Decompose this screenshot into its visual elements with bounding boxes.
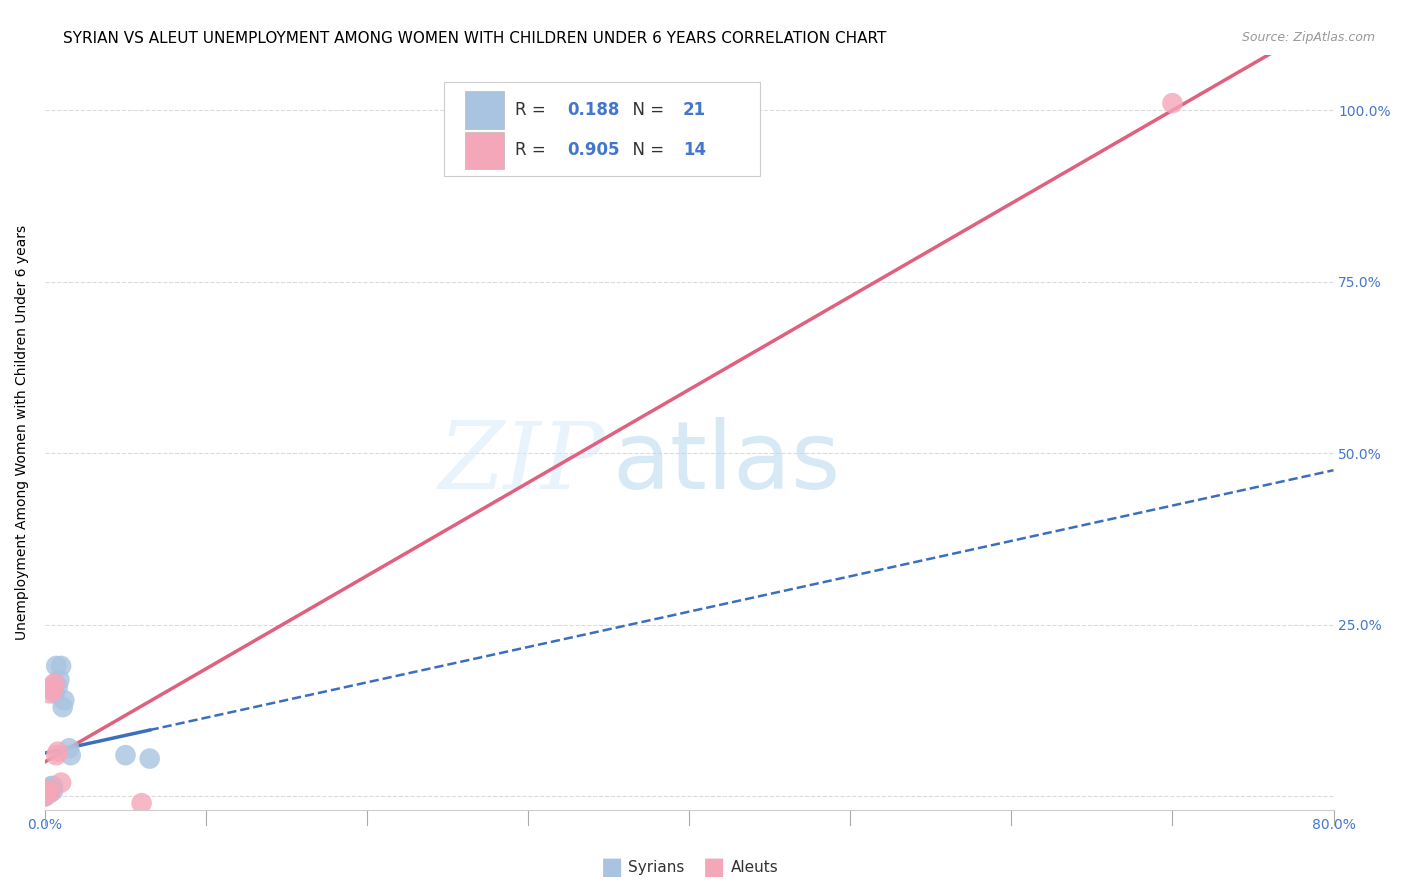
Text: 21: 21 [683, 101, 706, 119]
Point [45, 659, 67, 673]
Point [44, 676, 66, 690]
Point [34, 786, 56, 800]
Text: atlas: atlas [612, 417, 841, 508]
Text: ZIP: ZIP [439, 417, 606, 508]
Point [34, 789, 56, 804]
Point [38, 784, 60, 798]
Point [58, 741, 80, 756]
Point [52, 700, 75, 714]
Text: SYRIAN VS ALEUT UNEMPLOYMENT AMONG WOMEN WITH CHILDREN UNDER 6 YEARS CORRELATION: SYRIAN VS ALEUT UNEMPLOYMENT AMONG WOMEN… [63, 31, 887, 46]
Point [41, 680, 63, 694]
Point [46, 680, 69, 694]
Point [38, 786, 60, 800]
Point [49, 775, 72, 789]
FancyBboxPatch shape [465, 91, 503, 128]
FancyBboxPatch shape [444, 81, 761, 176]
Point [34, 782, 56, 797]
Point [45, 748, 67, 763]
Text: Aleuts: Aleuts [731, 860, 779, 874]
Point [44, 686, 66, 700]
Point [35, 787, 58, 801]
Point [38, 686, 60, 700]
Text: Source: ZipAtlas.com: Source: ZipAtlas.com [1241, 31, 1375, 45]
Point [1161, 96, 1184, 111]
Point [49, 659, 72, 673]
Text: R =: R = [515, 142, 551, 160]
Text: Syrians: Syrians [628, 860, 685, 874]
Text: N =: N = [623, 101, 669, 119]
Point [48, 673, 70, 687]
Point [53, 693, 76, 707]
Point [46, 745, 69, 759]
Text: N =: N = [623, 142, 669, 160]
Text: 0.905: 0.905 [567, 142, 619, 160]
Text: ■: ■ [703, 855, 725, 879]
Point [42, 779, 65, 793]
Point [37, 786, 59, 800]
Point [34, 788, 56, 802]
Text: 0.188: 0.188 [567, 101, 619, 119]
Text: ■: ■ [600, 855, 623, 879]
Point [131, 796, 153, 810]
Point [41, 779, 63, 793]
Point [34, 787, 56, 801]
Text: R =: R = [515, 101, 551, 119]
Text: 14: 14 [683, 142, 706, 160]
Point [59, 748, 82, 763]
Point [34, 789, 56, 804]
Point [38, 786, 60, 800]
Y-axis label: Unemployment Among Women with Children Under 6 years: Unemployment Among Women with Children U… [15, 225, 30, 640]
FancyBboxPatch shape [465, 132, 503, 169]
Point [42, 683, 65, 698]
Point [42, 784, 65, 798]
Point [41, 782, 63, 797]
Point [114, 748, 136, 763]
Point [138, 751, 160, 765]
